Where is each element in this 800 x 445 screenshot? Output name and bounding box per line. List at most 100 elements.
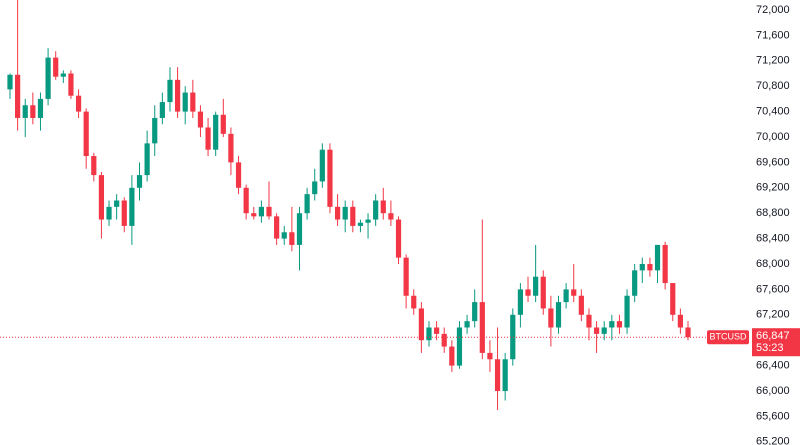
y-tick-label: 69,600 (756, 156, 790, 168)
candle-body (7, 74, 13, 90)
candle-body (289, 232, 295, 245)
y-tick-label: 65,600 (756, 410, 790, 422)
candle-body (517, 289, 524, 315)
candle-body (418, 308, 424, 341)
candle-body (670, 283, 676, 315)
candle-body (411, 295, 417, 309)
candle-body (616, 321, 623, 328)
candle-body (441, 333, 447, 347)
candle-body (91, 156, 97, 176)
candle-body (319, 149, 325, 182)
y-tick-label: 72,000 (756, 4, 790, 16)
candle-body (334, 206, 341, 220)
candle-body (555, 302, 562, 328)
candle-body (456, 327, 463, 366)
candle-body (365, 219, 371, 223)
candle-body (502, 359, 508, 391)
countdown-label: 53:23 (756, 342, 784, 354)
candle-body (624, 295, 630, 328)
candle-body (53, 57, 59, 77)
y-tick-label: 68,000 (756, 258, 790, 270)
candle-body (129, 187, 135, 226)
price-axis: 65,20065,60066,00066,40066,80067,20067,6… (707, 4, 800, 445)
plot-area (0, 0, 750, 411)
y-tick-label: 68,800 (756, 207, 790, 219)
y-tick-label: 71,200 (756, 55, 790, 67)
candle-body (83, 111, 89, 157)
y-tick-label: 70,000 (756, 131, 790, 143)
candle-body (563, 289, 569, 303)
candle-body (472, 302, 478, 322)
candle-body (510, 314, 516, 360)
symbol-badge (707, 330, 749, 345)
candle-body (197, 111, 204, 128)
candle-body (357, 222, 364, 226)
candle-body (327, 149, 333, 207)
candle-body (487, 352, 493, 360)
candle-body (136, 175, 143, 188)
candle-body (373, 200, 379, 220)
y-tick-label: 66,000 (756, 385, 790, 397)
candle-body (45, 57, 51, 99)
symbol-label: BTCUSD (709, 332, 747, 342)
candle-body (68, 73, 74, 96)
candle-body (220, 114, 226, 134)
candle-body (205, 127, 211, 150)
candle-body (350, 206, 356, 226)
y-tick-label: 67,200 (756, 309, 790, 321)
candle-body (144, 143, 150, 176)
candle-body (464, 321, 470, 328)
candle-body (403, 257, 409, 296)
price-badge (752, 328, 800, 357)
candle-body (654, 244, 661, 271)
candle-body (30, 105, 36, 118)
candle-body (60, 73, 66, 77)
candle-body (266, 206, 272, 217)
candle-body (281, 232, 287, 239)
candle-body (174, 79, 181, 112)
candle-body (98, 175, 105, 220)
candle-body (274, 216, 280, 239)
candle-body (609, 321, 615, 328)
candle-body (106, 206, 112, 220)
candle-body (190, 92, 196, 112)
y-tick-label: 66,400 (756, 360, 790, 372)
last-price-label: 66,847 (756, 330, 790, 342)
y-tick-label: 68,400 (756, 233, 790, 245)
candle-body (388, 213, 394, 220)
candle-body (37, 98, 44, 118)
y-tick-label: 71,600 (756, 29, 790, 41)
candle-body (494, 359, 501, 391)
candle-body (22, 105, 28, 118)
candle-body (540, 276, 546, 309)
candle-body (152, 117, 158, 144)
candle-body (159, 102, 165, 118)
candle-body (639, 264, 645, 271)
candle-body (685, 327, 691, 338)
candle-body (449, 346, 455, 366)
candle-body (593, 327, 600, 334)
candle-body (235, 162, 242, 188)
candle-body (121, 200, 127, 226)
candle-body (662, 244, 668, 284)
y-tick-label: 67,600 (756, 283, 790, 295)
candle-body (571, 289, 577, 296)
y-tick-label: 69,200 (756, 182, 790, 194)
y-tick-label: 65,200 (756, 436, 790, 445)
candle-body (296, 213, 303, 245)
candle-body (548, 308, 554, 328)
candle-body (342, 206, 348, 220)
candle-body (182, 92, 188, 112)
candle-body (647, 264, 653, 271)
candle-body (114, 200, 120, 207)
candle-body (479, 302, 485, 353)
candle-body (251, 213, 257, 217)
candle-body (525, 289, 531, 296)
candle-body (312, 181, 318, 195)
candle-body (434, 327, 440, 334)
candle-body (213, 114, 219, 150)
y-tick-label: 70,400 (756, 106, 790, 118)
candle-body (380, 200, 386, 214)
candle-body (426, 327, 432, 341)
